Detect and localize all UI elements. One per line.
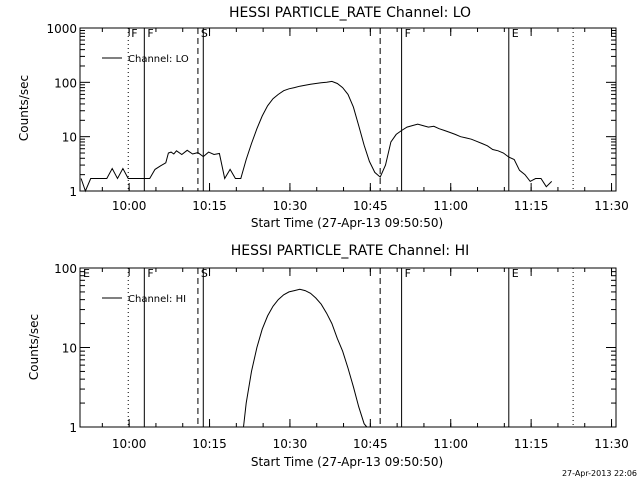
marker-label: E bbox=[83, 267, 90, 280]
y-tick-label: 10 bbox=[62, 131, 77, 145]
y-tick-label: 1 bbox=[69, 185, 77, 199]
marker-label: E bbox=[512, 267, 519, 280]
x-tick-label: 10:45 bbox=[353, 437, 388, 451]
y-tick-label: 100 bbox=[54, 76, 77, 90]
x-tick-label: 10:15 bbox=[192, 199, 227, 213]
x-tick-label: 11:00 bbox=[433, 199, 468, 213]
marker-label: S bbox=[201, 27, 208, 40]
x-tick-label: 11:15 bbox=[514, 437, 549, 451]
panel-hi-channel: HESSI PARTICLE_RATE Channel: HI Start Ti… bbox=[27, 243, 629, 469]
marker-label: F bbox=[405, 27, 411, 40]
legend-label-hi: Channel: HI bbox=[128, 294, 186, 305]
x-axis-label-hi: Start Time (27-Apr-13 09:50:50) bbox=[251, 455, 443, 469]
y-axis-label-lo: Counts/sec bbox=[17, 75, 31, 141]
x-tick-label: 11:00 bbox=[433, 437, 468, 451]
y-axis-label-hi: Counts/sec bbox=[27, 314, 41, 380]
x-tick-label: 10:30 bbox=[273, 437, 308, 451]
marker-label: S bbox=[201, 267, 208, 280]
legend-label-lo: Channel: LO bbox=[128, 54, 189, 65]
x-tick-label: 11:15 bbox=[514, 199, 549, 213]
marker-label: F bbox=[405, 267, 411, 280]
marker-label: F bbox=[147, 27, 153, 40]
chart-title-hi: HESSI PARTICLE_RATE Channel: HI bbox=[231, 243, 469, 259]
x-tick-label: 10:00 bbox=[112, 199, 147, 213]
x-tick-label: 10:15 bbox=[192, 437, 227, 451]
panel-lo-channel: HESSI PARTICLE_RATE Channel: LO Start Ti… bbox=[17, 5, 629, 230]
x-tick-label: 10:30 bbox=[273, 199, 308, 213]
y-tick-label: 10 bbox=[62, 342, 77, 356]
marker-label: F bbox=[131, 27, 137, 40]
x-tick-label: 11:30 bbox=[594, 437, 629, 451]
plot-frame bbox=[79, 267, 617, 428]
x-tick-label: 11:30 bbox=[594, 199, 629, 213]
marker-label: E bbox=[512, 27, 519, 40]
y-tick-label: 1 bbox=[69, 421, 77, 435]
y-tick-label: 100 bbox=[54, 262, 77, 276]
marker-label: F bbox=[147, 267, 153, 280]
x-tick-label: 10:45 bbox=[353, 199, 388, 213]
x-tick-label: 10:00 bbox=[112, 437, 147, 451]
plot-frame bbox=[79, 27, 617, 192]
plot-timestamp: 27-Apr-2013 22:06 bbox=[562, 469, 637, 478]
x-axis-label-lo: Start Time (27-Apr-13 09:50:50) bbox=[251, 216, 443, 230]
y-tick-label: 1000 bbox=[46, 22, 77, 36]
series-line bbox=[243, 288, 368, 428]
series-line bbox=[80, 80, 553, 193]
chart-title-lo: HESSI PARTICLE_RATE Channel: LO bbox=[229, 5, 471, 21]
